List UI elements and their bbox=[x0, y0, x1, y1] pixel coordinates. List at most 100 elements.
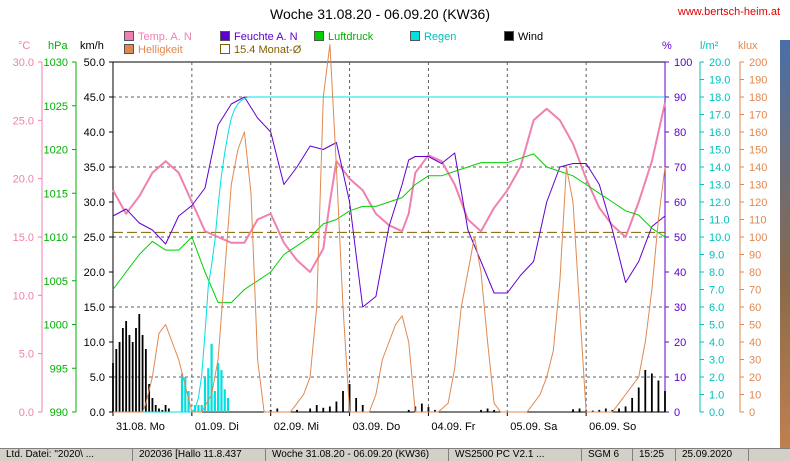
wind-tick-label: 15.0 bbox=[84, 302, 105, 314]
rain-tick-label: 5.0 bbox=[709, 320, 724, 332]
legend-label-monthly-avg: 15.4 Monat-Ø bbox=[234, 44, 302, 56]
wind-bar bbox=[618, 408, 620, 412]
wind-bar bbox=[138, 314, 141, 412]
rain-tick-label: 18.0 bbox=[709, 92, 730, 104]
legend-label-wind: Wind bbox=[518, 31, 544, 43]
rain-tick-label: 9.0 bbox=[709, 250, 724, 262]
wind-tick-label: 5.0 bbox=[90, 372, 105, 384]
pressure-tick-label: 1010 bbox=[44, 232, 68, 244]
rain-tick-label: 6.0 bbox=[709, 302, 724, 314]
temp-tick-label: 20.0 bbox=[13, 174, 34, 186]
wind-tick-label: 45.0 bbox=[84, 92, 105, 104]
temp-tick-label: 10.0 bbox=[13, 290, 34, 302]
temp-tick-label: 0.0 bbox=[19, 407, 34, 419]
rain-tick-label: 10.0 bbox=[709, 232, 730, 244]
rain-bar bbox=[207, 368, 210, 412]
wind-bar bbox=[342, 391, 344, 412]
wind-bar bbox=[315, 405, 318, 412]
wind-tick-label: 25.0 bbox=[84, 232, 105, 244]
wind-bar bbox=[128, 335, 131, 412]
humidity-tick-label: 70 bbox=[674, 162, 686, 174]
legend-label-humidity: Feuchte A. N bbox=[234, 31, 298, 43]
wind-bar bbox=[598, 409, 601, 412]
rain-tick-label: 13.0 bbox=[709, 180, 730, 192]
legend-swatch-monthly-avg bbox=[220, 44, 230, 54]
rain-tick-label: 12.0 bbox=[709, 197, 730, 209]
rain-bar bbox=[200, 405, 203, 412]
pressure-tick-label: 1005 bbox=[44, 276, 68, 288]
rain-bar bbox=[184, 377, 187, 412]
wind-tick-label: 10.0 bbox=[84, 337, 105, 349]
wind-bar bbox=[118, 342, 121, 412]
rain-bar bbox=[213, 391, 216, 412]
temp-tick-label: 5.0 bbox=[19, 349, 34, 361]
wind-bar bbox=[480, 409, 482, 412]
rain-series-line bbox=[113, 96, 665, 413]
wind-bar bbox=[664, 391, 666, 412]
wind-bar bbox=[361, 405, 364, 412]
legend-rain: Regen bbox=[410, 31, 456, 44]
wind-bar bbox=[486, 408, 489, 412]
wind-bar bbox=[276, 408, 279, 412]
legend-swatch-brightness bbox=[124, 44, 134, 54]
humidity-tick-label: 90 bbox=[674, 92, 686, 104]
status-file: Ltd. Datei: "2020\ ... bbox=[0, 449, 133, 461]
humidity-tick-label: 20 bbox=[674, 337, 686, 349]
wind-bar bbox=[591, 410, 594, 412]
legend-wind: Wind bbox=[504, 31, 543, 44]
legend-pressure: Luftdruck bbox=[314, 31, 373, 44]
wind-bar bbox=[407, 409, 410, 412]
temp-axis-unit: °C bbox=[18, 40, 31, 52]
legend-monthly-avg: 15.4 Monat-Ø bbox=[220, 44, 301, 57]
wind-bar bbox=[578, 408, 581, 412]
light-tick-label: 120 bbox=[749, 197, 767, 209]
wind-bar bbox=[112, 363, 114, 412]
status-sgm: SGM 6 bbox=[582, 449, 633, 461]
status-info: 202036 [Hallo 11.8.437 bbox=[133, 449, 266, 461]
humidity-axis-unit: % bbox=[662, 40, 672, 52]
wind-axis-unit: km/h bbox=[80, 40, 104, 52]
legend-swatch-wind bbox=[504, 31, 514, 41]
humidity-tick-label: 30 bbox=[674, 302, 686, 314]
site-url-link[interactable]: www.bertsch-heim.at bbox=[677, 6, 780, 18]
rain-tick-label: 8.0 bbox=[709, 267, 724, 279]
wind-bar bbox=[493, 409, 496, 412]
legend-label-pressure: Luftdruck bbox=[328, 31, 374, 43]
rain-tick-label: 4.0 bbox=[709, 337, 724, 349]
wind-bar bbox=[131, 342, 134, 412]
x-tick-label: 02.09. Mi bbox=[274, 421, 319, 433]
rain-tick-label: 20.0 bbox=[709, 57, 730, 69]
humidity-tick-label: 50 bbox=[674, 232, 686, 244]
rain-axis-unit: l/m² bbox=[700, 40, 719, 52]
legend-swatch-humidity bbox=[220, 31, 230, 41]
wind-bar bbox=[631, 398, 634, 412]
rain-tick-label: 2.0 bbox=[709, 372, 724, 384]
wind-bar bbox=[121, 328, 124, 412]
rain-tick-label: 15.0 bbox=[709, 145, 730, 157]
rain-tick-label: 7.0 bbox=[709, 285, 724, 297]
humidity-tick-label: 40 bbox=[674, 267, 686, 279]
wind-bar bbox=[161, 409, 164, 412]
light-tick-label: 100 bbox=[749, 232, 767, 244]
wind-bar bbox=[624, 406, 627, 412]
legend-brightness: Helligkeit bbox=[124, 44, 183, 57]
background-window-edge bbox=[780, 40, 790, 448]
humidity-tick-label: 10 bbox=[674, 372, 686, 384]
humidity-series-line bbox=[112, 96, 666, 308]
legend-label-temp: Temp. A. N bbox=[138, 31, 192, 43]
rain-tick-label: 1.0 bbox=[709, 390, 724, 402]
rain-bar bbox=[217, 363, 220, 412]
wind-bar bbox=[309, 408, 312, 412]
rain-bar bbox=[197, 405, 200, 412]
rain-bar bbox=[223, 389, 226, 412]
pressure-tick-label: 1025 bbox=[44, 101, 68, 113]
x-tick-label: 05.09. Sa bbox=[510, 421, 558, 433]
wind-tick-label: 0.0 bbox=[90, 407, 105, 419]
pressure-tick-label: 995 bbox=[50, 363, 68, 375]
light-tick-label: 30 bbox=[749, 355, 761, 367]
wind-tick-label: 20.0 bbox=[84, 267, 105, 279]
wind-bar bbox=[144, 349, 147, 412]
rain-tick-label: 3.0 bbox=[709, 355, 724, 367]
light-tick-label: 20 bbox=[749, 372, 761, 384]
wind-tick-label: 40.0 bbox=[84, 127, 105, 139]
